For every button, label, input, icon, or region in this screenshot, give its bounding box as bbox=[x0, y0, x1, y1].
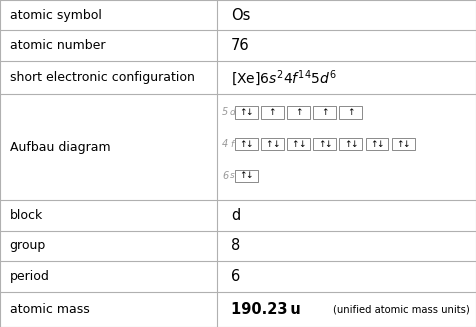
Text: atomic symbol: atomic symbol bbox=[10, 9, 101, 22]
Text: 6: 6 bbox=[231, 269, 240, 284]
Text: 5: 5 bbox=[222, 107, 228, 117]
Text: ↓: ↓ bbox=[377, 140, 384, 149]
Text: ↑: ↑ bbox=[344, 140, 351, 149]
Text: ↑: ↑ bbox=[239, 171, 247, 181]
Text: ↑: ↑ bbox=[347, 108, 355, 117]
Text: ↑: ↑ bbox=[291, 140, 299, 149]
Text: ↑: ↑ bbox=[317, 140, 325, 149]
Text: group: group bbox=[10, 239, 46, 252]
Text: ↑: ↑ bbox=[265, 140, 273, 149]
Text: ↑: ↑ bbox=[370, 140, 377, 149]
FancyBboxPatch shape bbox=[261, 138, 284, 150]
Text: ↓: ↓ bbox=[272, 140, 279, 149]
Text: f: f bbox=[230, 140, 233, 149]
Text: $[\mathrm{Xe}]6s^{2}4f^{14}5d^{6}$: $[\mathrm{Xe}]6s^{2}4f^{14}5d^{6}$ bbox=[231, 68, 337, 88]
Text: 8: 8 bbox=[231, 238, 240, 253]
Text: ↓: ↓ bbox=[350, 140, 358, 149]
FancyBboxPatch shape bbox=[339, 138, 362, 150]
Text: Os: Os bbox=[231, 8, 250, 23]
Text: atomic mass: atomic mass bbox=[10, 303, 89, 316]
FancyBboxPatch shape bbox=[339, 106, 362, 119]
Text: short electronic configuration: short electronic configuration bbox=[10, 71, 194, 84]
Text: block: block bbox=[10, 209, 43, 222]
Text: d: d bbox=[230, 108, 236, 117]
FancyBboxPatch shape bbox=[287, 138, 310, 150]
Text: ↑: ↑ bbox=[268, 108, 276, 117]
FancyBboxPatch shape bbox=[235, 106, 258, 119]
Text: (unified atomic mass units): (unified atomic mass units) bbox=[333, 304, 470, 314]
Text: s: s bbox=[230, 171, 235, 181]
FancyBboxPatch shape bbox=[313, 138, 336, 150]
Text: ↑: ↑ bbox=[396, 140, 404, 149]
Text: ↑: ↑ bbox=[295, 108, 302, 117]
Text: ↑: ↑ bbox=[321, 108, 328, 117]
FancyBboxPatch shape bbox=[235, 170, 258, 182]
Text: 76: 76 bbox=[231, 38, 249, 53]
Text: ↓: ↓ bbox=[246, 140, 253, 149]
Text: atomic number: atomic number bbox=[10, 39, 105, 52]
Text: 6: 6 bbox=[222, 171, 228, 181]
FancyBboxPatch shape bbox=[392, 138, 415, 150]
Text: ↑: ↑ bbox=[239, 108, 247, 117]
Text: ↑: ↑ bbox=[239, 140, 247, 149]
Text: ↓: ↓ bbox=[246, 171, 253, 181]
Text: ↓: ↓ bbox=[298, 140, 306, 149]
Text: d: d bbox=[231, 208, 240, 223]
Text: period: period bbox=[10, 270, 50, 283]
Text: ↓: ↓ bbox=[246, 108, 253, 117]
FancyBboxPatch shape bbox=[313, 106, 336, 119]
FancyBboxPatch shape bbox=[235, 138, 258, 150]
FancyBboxPatch shape bbox=[287, 106, 310, 119]
FancyBboxPatch shape bbox=[366, 138, 388, 150]
Text: 4: 4 bbox=[222, 139, 228, 149]
Text: Aufbau diagram: Aufbau diagram bbox=[10, 141, 110, 154]
Text: ↓: ↓ bbox=[403, 140, 410, 149]
Text: ↓: ↓ bbox=[324, 140, 332, 149]
FancyBboxPatch shape bbox=[261, 106, 284, 119]
Text: 190.23 u: 190.23 u bbox=[231, 302, 301, 317]
